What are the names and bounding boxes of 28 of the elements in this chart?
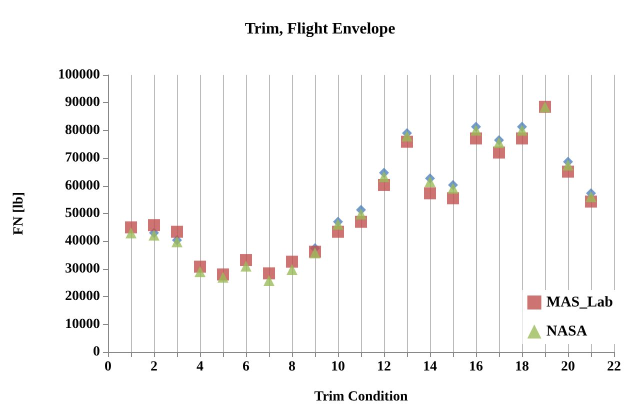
x-tick-label: 10 — [331, 360, 345, 374]
y-tick-label: 80000 — [65, 122, 100, 138]
x-tick-label: 6 — [242, 360, 250, 374]
x-tick-label: 20 — [561, 360, 575, 374]
x-tick-label: 0 — [104, 360, 112, 374]
y-tick-label: 90000 — [65, 95, 100, 110]
y-tick-label: 50000 — [65, 206, 100, 221]
y-axis-title: FN [lb] — [12, 192, 26, 236]
x-tick-label: 12 — [377, 360, 391, 374]
y-tick-label: 30000 — [65, 261, 100, 276]
chart-title: Trim, Flight Envelope — [244, 20, 396, 38]
y-tick-label: 40000 — [65, 234, 100, 249]
legend-label: MAS_Lab — [546, 294, 614, 310]
y-tick-label: 70000 — [65, 150, 100, 166]
y-tick-label: 0 — [93, 344, 100, 360]
x-tick-label: 14 — [423, 360, 437, 374]
x-tick-label: 2 — [150, 360, 158, 374]
x-axis-title: Trim Condition — [314, 390, 408, 404]
y-tick-label: 60000 — [65, 178, 100, 194]
y-tick-label: 100000 — [58, 68, 100, 82]
x-tick-label: 16 — [469, 360, 483, 374]
legend-label: NASA — [546, 324, 588, 340]
x-tick-label: 4 — [196, 360, 204, 374]
x-tick-label: 18 — [515, 360, 529, 374]
y-tick-label: 20000 — [65, 289, 100, 304]
y-tick-label: 10000 — [65, 316, 100, 332]
x-tick-label: 8 — [288, 360, 296, 374]
x-tick-label: 22 — [607, 360, 621, 374]
